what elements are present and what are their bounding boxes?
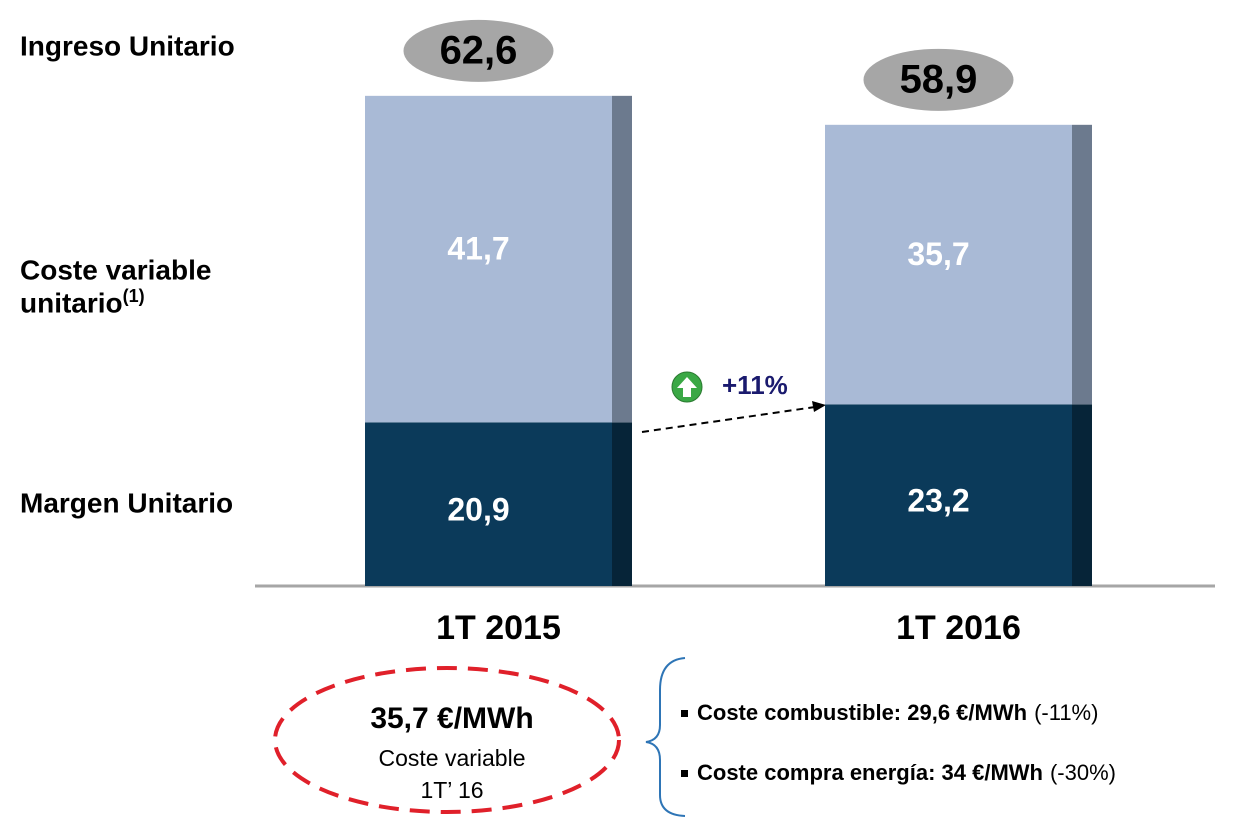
total-label: 62,6: [440, 28, 518, 72]
value-label: 35,7: [907, 236, 969, 272]
bar-segment: [365, 95, 632, 423]
annotation: +11%: [722, 370, 788, 400]
bullet: [681, 710, 688, 717]
total-ellipse: [863, 48, 1014, 111]
value-label: 41,7: [447, 231, 509, 267]
bar-segment: [365, 422, 632, 586]
callout-text: Coste variable: [378, 745, 525, 771]
bullet-normal: (-30%): [1050, 760, 1116, 785]
bullet-text: Coste combustible: 29,6 €/MWh (-11%): [697, 700, 1098, 725]
row-label: Coste variable: [20, 254, 211, 285]
callout-ellipse: [273, 666, 621, 814]
bar-segment: [825, 404, 1092, 586]
bullet: [681, 770, 688, 777]
brace: [645, 657, 686, 817]
row-label: Ingreso Unitario: [20, 30, 235, 61]
row-label: unitario(1): [20, 286, 145, 319]
bullet-text: Coste compra energía: 34 €/MWh (-30%): [697, 760, 1116, 785]
callout-text: 1T’ 16: [420, 777, 483, 803]
x-tick-label: 1T 2015: [436, 609, 561, 647]
bullet-normal: (-11%): [1034, 700, 1098, 725]
footnote-marker: (1): [123, 286, 145, 306]
arrow: [641, 406, 816, 433]
bullet-bold: Coste combustible: 29,6 €/MWh: [697, 700, 1027, 725]
bar-segment: [825, 124, 1092, 405]
bullet-bold: Coste compra energía: 34 €/MWh: [697, 760, 1043, 785]
callout-value: 35,7 €/MWh: [370, 702, 533, 735]
total-label: 58,9: [900, 57, 978, 101]
arrow-head: [812, 401, 826, 412]
total-ellipse: [403, 19, 554, 82]
value-label: 23,2: [907, 483, 969, 519]
value-label: 20,9: [447, 492, 509, 528]
up-icon-arrow: [677, 377, 697, 397]
x-tick-label: 1T 2016: [896, 609, 1021, 647]
row-label: Margen Unitario: [20, 487, 233, 518]
